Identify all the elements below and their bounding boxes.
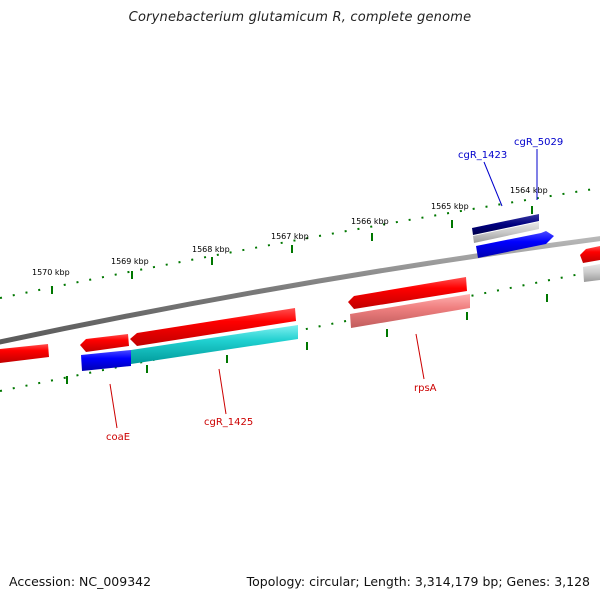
accession-text: Accession: NC_009342 xyxy=(9,574,152,589)
scale-label-1567: 1567 kbp xyxy=(271,232,309,241)
forward-features xyxy=(472,214,600,282)
feature-left-edge-red xyxy=(0,344,49,363)
scale-label-1565: 1565 kbp xyxy=(431,202,469,211)
feature-right-edge-red xyxy=(580,246,600,263)
reverse-features xyxy=(0,277,470,371)
label-leaders xyxy=(109,149,538,429)
label-cgR-1425: cgR_1425 xyxy=(204,417,253,428)
label-rpsA: rpsA xyxy=(414,383,437,394)
scale-label-1568: 1568 kbp xyxy=(192,245,230,254)
scale-label-1564: 1564 kbp xyxy=(510,186,548,195)
feature-rpsA-red xyxy=(348,277,467,309)
feature-coaE-red xyxy=(80,334,129,352)
feature-rpsA-pink xyxy=(350,294,470,328)
scale-label-1566: 1566 kbp xyxy=(351,217,389,226)
feature-cgR-5029-grey xyxy=(473,222,539,243)
feature-cgR-1423 xyxy=(476,231,554,258)
map-title: Corynebacterium glutamicum R, complete g… xyxy=(128,10,472,25)
chromosome-backbone xyxy=(0,236,600,345)
label-coaE: coaE xyxy=(106,432,130,443)
feature-coaE-blue xyxy=(81,350,131,371)
feature-cgR-1425-red xyxy=(130,308,296,346)
feature-cgR-5029-navy xyxy=(472,214,539,235)
lower-major-ticks xyxy=(66,294,548,384)
label-cgR-5029: cgR_5029 xyxy=(514,137,563,148)
genome-summary-text: Topology: circular; Length: 3,314,179 bp… xyxy=(246,574,590,589)
scale-label-1570: 1570 kbp xyxy=(32,268,70,277)
feature-cgR-1425-cyan xyxy=(131,325,298,364)
label-cgR-1423: cgR_1423 xyxy=(458,150,507,161)
lower-scale-dots xyxy=(0,269,600,392)
upper-major-ticks xyxy=(51,206,533,294)
scale-label-1569: 1569 kbp xyxy=(111,257,149,266)
feature-right-edge-grey xyxy=(583,264,600,282)
